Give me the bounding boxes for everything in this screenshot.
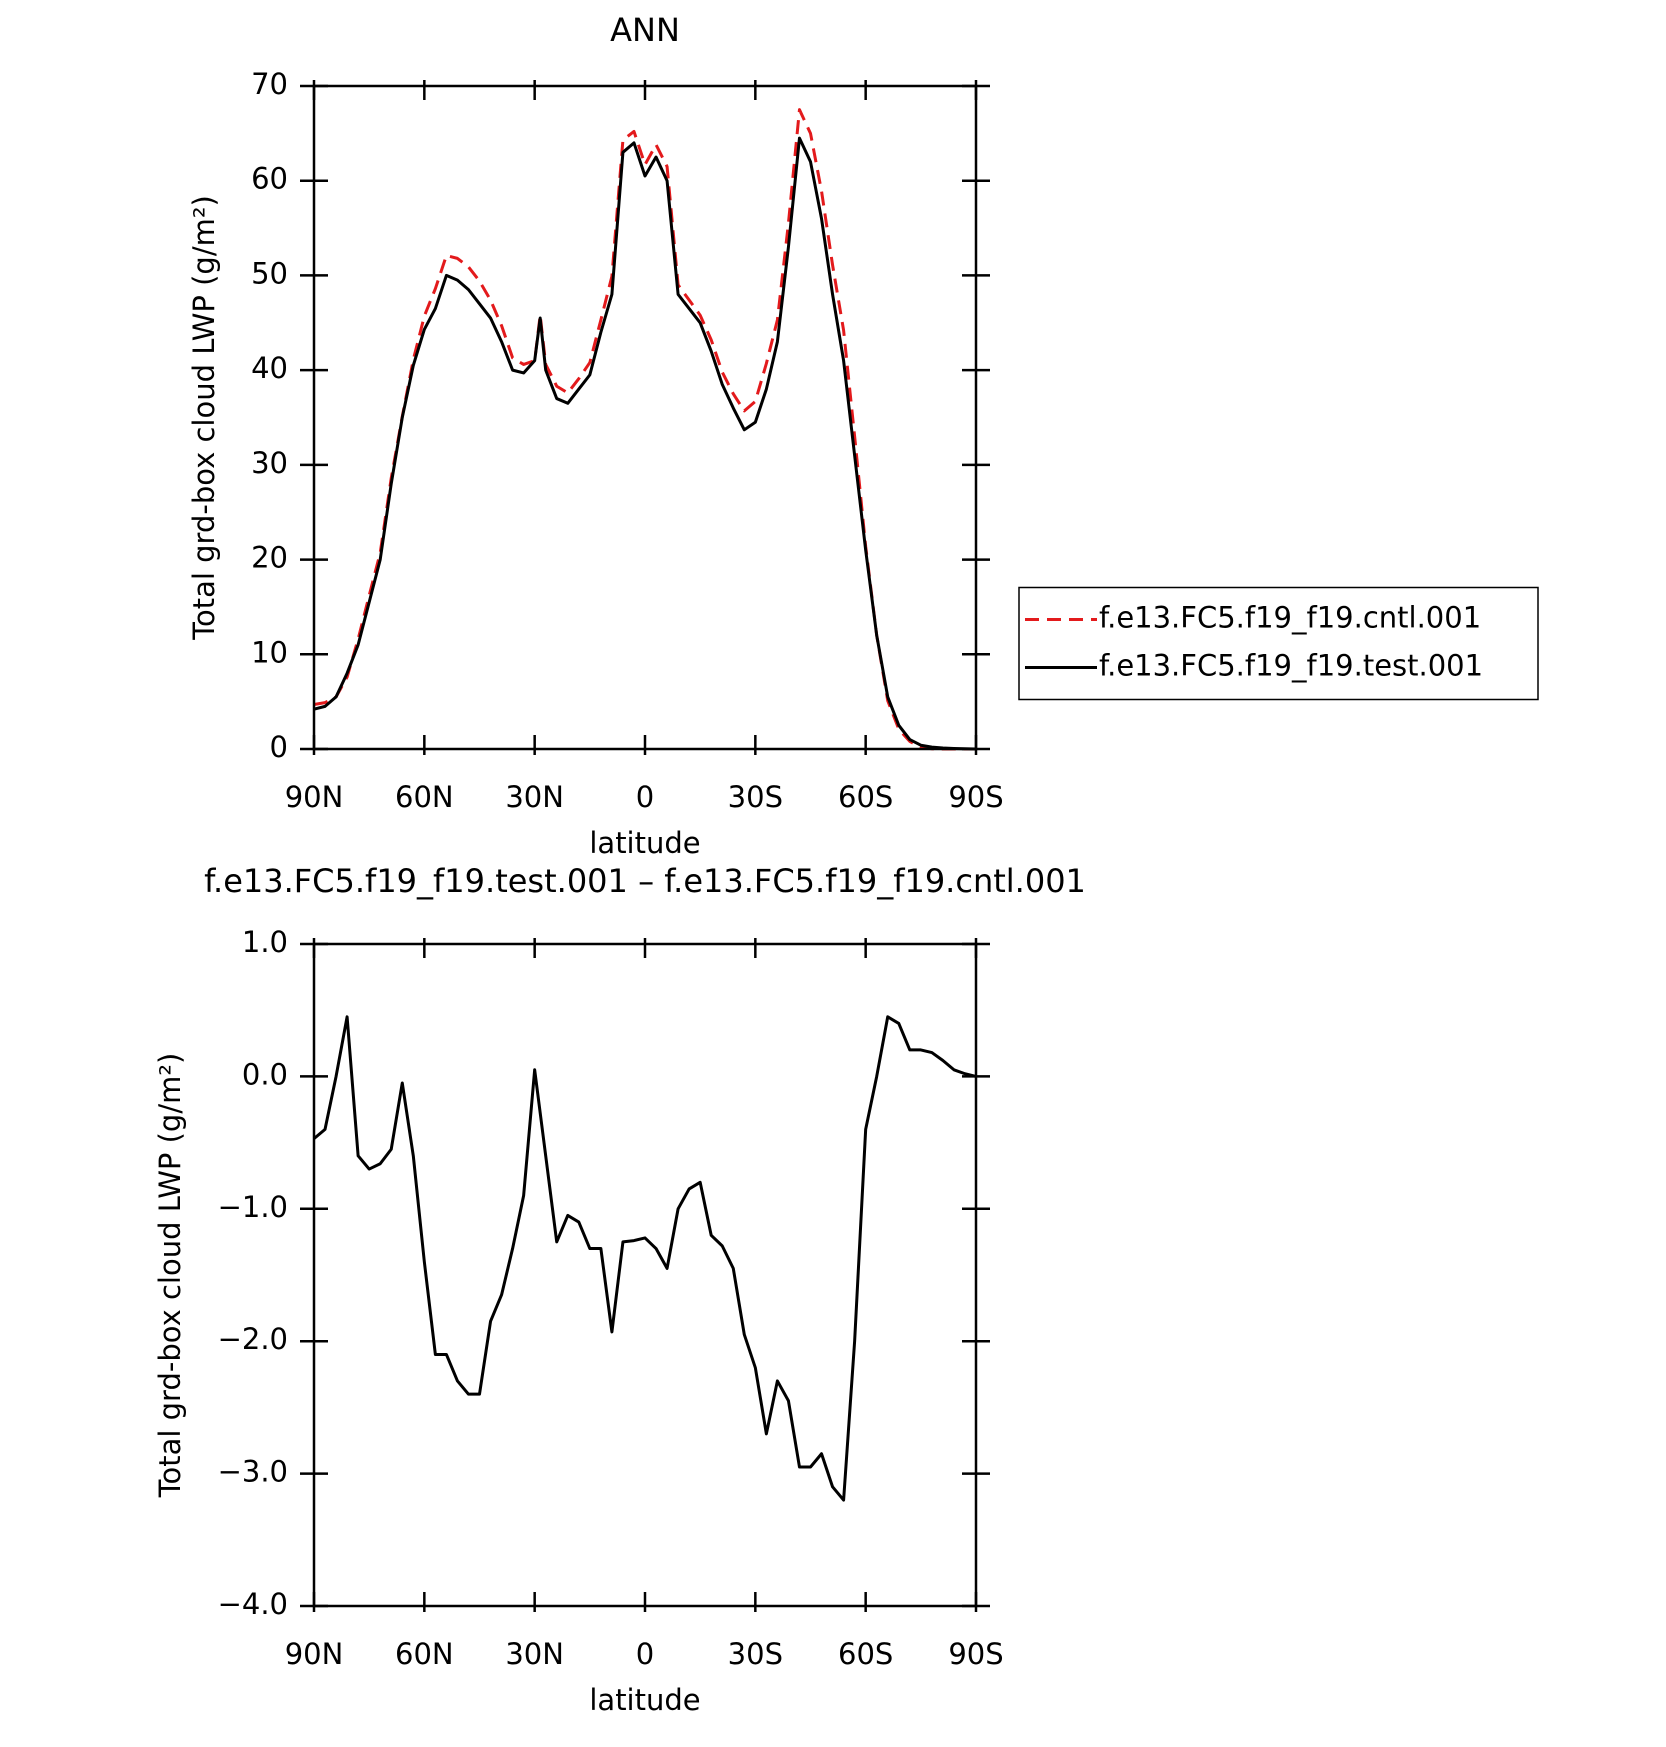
data-line (313, 1015, 977, 1502)
x-tick-label: 30S (728, 780, 783, 814)
y-tick-label: 40 (251, 351, 288, 385)
x-tick-label: 60S (838, 780, 893, 814)
y-tick-label: 70 (251, 67, 288, 101)
y-tick-label: −1.0 (218, 1190, 288, 1224)
plot-frame (312, 942, 978, 1608)
plot-frame (312, 84, 978, 751)
y-tick-label: 0 (270, 730, 288, 764)
legend-label: f.e13.FC5.f19_f19.cntl.001 (1099, 601, 1481, 635)
y-tick-label: 60 (251, 162, 288, 196)
x-tick-label: 30S (728, 1637, 783, 1671)
x-tick-label: 90N (285, 1637, 344, 1671)
x-tick-label: 30N (505, 780, 564, 814)
y-tick-label: −3.0 (218, 1455, 288, 1489)
chart-title: ANN (610, 11, 680, 49)
chart-title: f.e13.FC5.f19_f19.test.001 – f.e13.FC5.f… (204, 862, 1086, 900)
x-tick-label: 90N (285, 780, 344, 814)
x-axis-label: latitude (589, 1683, 700, 1717)
data-line (313, 108, 976, 751)
y-axis-label: Total grd-box cloud LWP (g/m²) (187, 195, 221, 641)
y-tick-label: −2.0 (218, 1322, 288, 1356)
y-tick-label: −4.0 (218, 1587, 288, 1621)
y-tick-label: 0.0 (242, 1057, 288, 1091)
x-tick-label: 60S (838, 1637, 893, 1671)
legend-box (1018, 586, 1539, 701)
x-tick-label: 30N (505, 1637, 564, 1671)
x-tick-label: 90S (948, 780, 1003, 814)
x-tick-label: 0 (636, 780, 654, 814)
y-tick-label: 50 (251, 256, 288, 290)
y-tick-label: 20 (251, 541, 288, 575)
y-tick-label: 30 (251, 446, 288, 480)
y-tick-label: 10 (251, 635, 288, 669)
legend-label: f.e13.FC5.f19_f19.test.001 (1099, 649, 1483, 683)
x-tick-label: 60N (395, 1637, 454, 1671)
x-tick-label: 90S (948, 1637, 1003, 1671)
y-tick-label: 1.0 (242, 925, 288, 959)
data-line (313, 136, 977, 751)
x-tick-label: 0 (636, 1637, 654, 1671)
x-axis-label: latitude (589, 826, 700, 860)
x-tick-label: 60N (395, 780, 454, 814)
y-axis-label: Total grd-box cloud LWP (g/m²) (153, 1053, 187, 1499)
